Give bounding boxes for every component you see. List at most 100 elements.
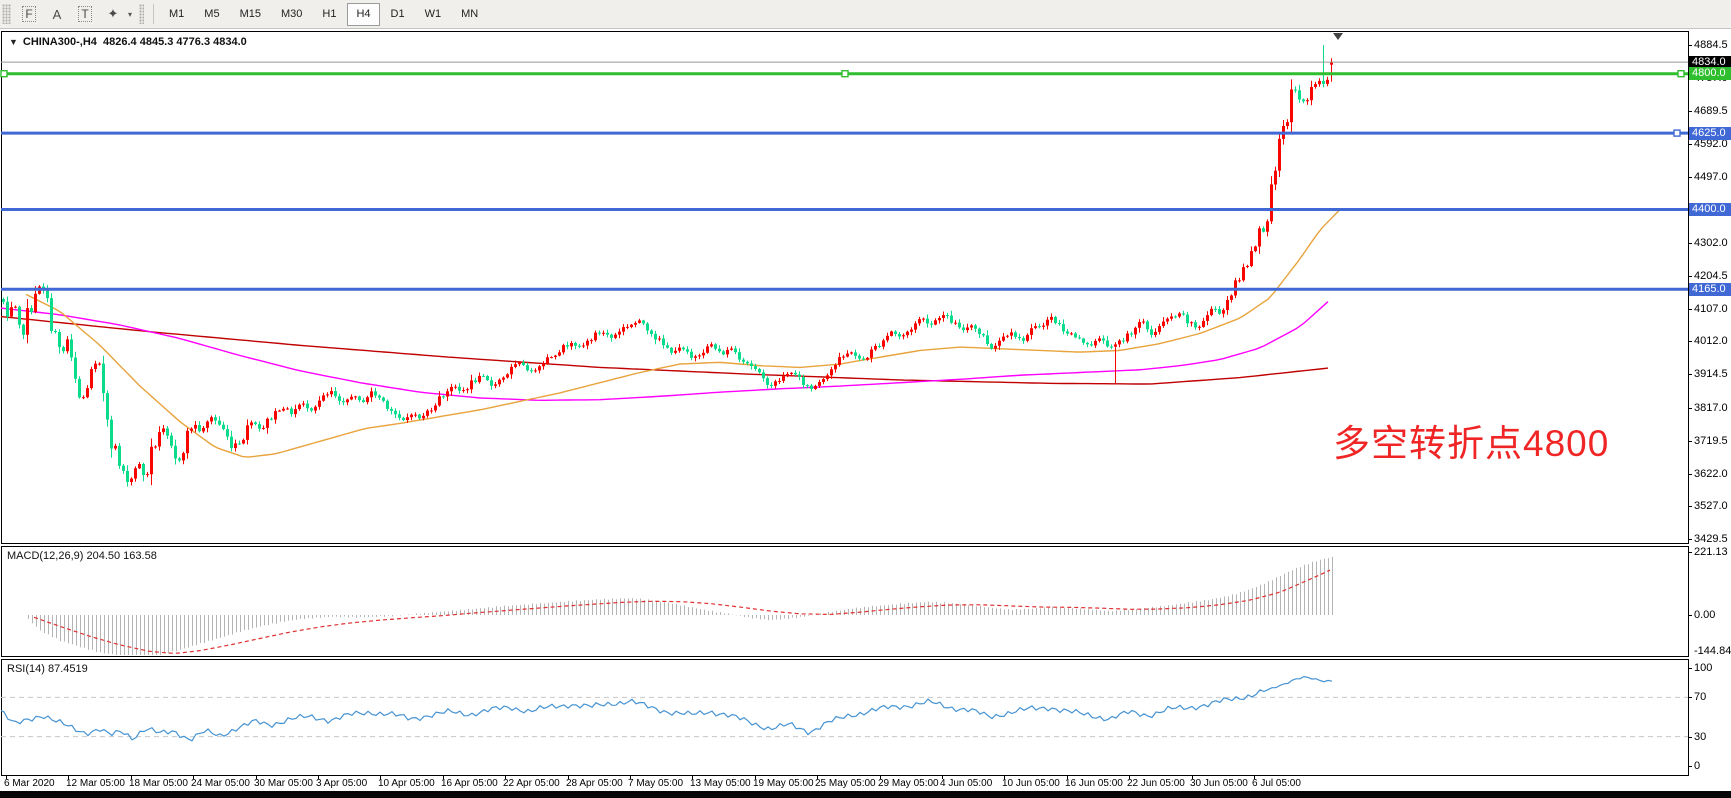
rsi-tick-label: 0 bbox=[1694, 760, 1701, 772]
price-tick-label: 3817.0 bbox=[1694, 401, 1728, 414]
arrows-tool-icon[interactable]: ✦ bbox=[107, 6, 119, 21]
date-tick bbox=[68, 775, 69, 779]
price-tick-label: 4107.0 bbox=[1694, 303, 1728, 315]
rsi-tick bbox=[1688, 766, 1692, 767]
date-tick bbox=[318, 775, 319, 779]
toolbar-grip-2[interactable] bbox=[139, 4, 145, 24]
ohlc-values: 4826.4 4845.3 4776.3 4834.0 bbox=[103, 36, 247, 48]
price-tick bbox=[1688, 45, 1692, 46]
date-tick bbox=[1129, 775, 1130, 779]
date-label: 16 Jun 05:00 bbox=[1065, 778, 1123, 789]
rsi-tick-label: 70 bbox=[1694, 691, 1707, 704]
current-price-badge[interactable]: 4834.0 bbox=[1689, 55, 1731, 69]
date-label: 6 Mar 2020 bbox=[4, 778, 55, 789]
date-label: 13 May 05:00 bbox=[690, 778, 751, 789]
timeframe-button-d1[interactable]: D1 bbox=[390, 8, 405, 20]
date-label: 3 Apr 05:00 bbox=[316, 778, 368, 789]
macd-tick bbox=[1688, 615, 1692, 616]
macd-min-label: -144.84 bbox=[1694, 645, 1731, 657]
timeframe-button-m5[interactable]: M5 bbox=[204, 8, 220, 20]
timeframe-button-m1[interactable]: M1 bbox=[169, 8, 185, 20]
date-tick bbox=[942, 775, 943, 779]
price-tick-label: 4302.0 bbox=[1694, 236, 1728, 249]
price-tick-label: 4689.5 bbox=[1694, 105, 1728, 118]
timeframe-button-h1[interactable]: H1 bbox=[322, 8, 337, 20]
price-tick bbox=[1688, 473, 1692, 475]
date-label: 10 Jun 05:00 bbox=[1002, 778, 1060, 789]
timeframe-button-mn[interactable]: MN bbox=[461, 8, 479, 20]
date-label: 4 Jun 05:00 bbox=[940, 778, 993, 789]
toolbar-grip[interactable] bbox=[2, 4, 11, 24]
price-tick-label: 3719.5 bbox=[1694, 434, 1728, 447]
macd-panel[interactable]: MACD(12,26,9) 204.50 163.58 bbox=[1, 546, 1689, 657]
date-label: 6 Jul 05:00 bbox=[1252, 778, 1301, 789]
price-tick bbox=[1688, 407, 1692, 409]
text-label-icon[interactable]: A bbox=[52, 6, 62, 22]
rsi-tick-label: 30 bbox=[1694, 730, 1707, 743]
price-tick bbox=[1688, 144, 1692, 146]
price-tick-label: 4012.0 bbox=[1694, 335, 1728, 348]
date-tick bbox=[755, 775, 756, 779]
date-label: 28 Apr 05:00 bbox=[566, 778, 623, 789]
date-tick bbox=[630, 775, 631, 779]
level-badge-4165.0[interactable]: 4165.0 bbox=[1689, 282, 1731, 296]
timeframe-button-h4[interactable]: H4 bbox=[347, 2, 380, 26]
timeframe-buttons-group: M1 M5 M15 M30 H1 H4 D1 W1 MN bbox=[159, 2, 488, 26]
f-grid-icon[interactable]: F bbox=[17, 2, 41, 26]
date-label: 22 Apr 05:00 bbox=[503, 778, 560, 789]
timeframe-button-m15[interactable]: M15 bbox=[239, 8, 261, 20]
chart-text-annotation[interactable]: 多空转折点4800 bbox=[1333, 423, 1610, 464]
timeframe-button-w1[interactable]: W1 bbox=[424, 8, 442, 20]
date-tick bbox=[1192, 775, 1193, 779]
date-tick bbox=[692, 775, 693, 779]
level-badge-4400.0[interactable]: 4400.0 bbox=[1689, 203, 1731, 216]
price-tick-label: 3914.5 bbox=[1694, 368, 1728, 381]
price-tick-label: 4497.0 bbox=[1694, 170, 1728, 183]
date-label: 22 Jun 05:00 bbox=[1127, 778, 1185, 789]
date-label: 30 Mar 05:00 bbox=[254, 778, 313, 789]
price-tick bbox=[1688, 176, 1692, 178]
price-tick-label: 4592.0 bbox=[1694, 138, 1728, 151]
text-box-icon[interactable]: T bbox=[73, 2, 97, 26]
date-tick bbox=[880, 775, 881, 779]
date-tick bbox=[1004, 775, 1005, 779]
price-tick-label: 3527.0 bbox=[1694, 500, 1728, 512]
macd-tick-label: 0.00 bbox=[1694, 609, 1716, 621]
level-badge-4800.0[interactable]: 4800.0 bbox=[1689, 67, 1731, 81]
main-chart-panel[interactable]: ▼ CHINA300-,H4 4826.4 4845.3 4776.3 4834.… bbox=[1, 31, 1689, 544]
level-badge-4625.0[interactable]: 4625.0 bbox=[1689, 126, 1731, 140]
date-label: 16 Apr 05:00 bbox=[441, 778, 498, 789]
price-tick bbox=[1688, 242, 1692, 244]
rsi-tick bbox=[1688, 736, 1692, 738]
symbol-name: CHINA300-,H4 bbox=[22, 36, 97, 48]
rsi-tick bbox=[1688, 697, 1692, 699]
date-tick bbox=[131, 775, 132, 779]
price-tick bbox=[1688, 275, 1692, 277]
date-tick bbox=[193, 775, 194, 779]
date-label: 30 Jun 05:00 bbox=[1190, 778, 1248, 789]
price-tick bbox=[1688, 440, 1692, 442]
symbol-dropdown-icon[interactable]: ▼ bbox=[9, 37, 18, 47]
price-tick bbox=[1688, 111, 1692, 113]
date-tick bbox=[817, 775, 818, 779]
date-tick bbox=[380, 775, 381, 779]
date-tick bbox=[568, 775, 569, 779]
price-tick-label: 3622.0 bbox=[1694, 467, 1728, 480]
toolbar-separator bbox=[153, 4, 155, 24]
date-tick bbox=[505, 775, 506, 779]
taskbar-edge bbox=[0, 791, 1731, 798]
date-tick bbox=[443, 775, 444, 779]
price-tick bbox=[1688, 506, 1692, 507]
price-tick bbox=[1688, 539, 1692, 541]
chevron-down-icon[interactable]: ▾ bbox=[128, 9, 133, 19]
rsi-panel[interactable]: RSI(14) 87.4519 bbox=[1, 659, 1689, 776]
date-label: 24 Mar 05:00 bbox=[191, 778, 250, 789]
date-label: 12 Mar 05:00 bbox=[66, 778, 125, 789]
price-tick bbox=[1688, 374, 1692, 376]
timeframe-button-m30[interactable]: M30 bbox=[280, 8, 303, 20]
date-tick bbox=[1067, 775, 1068, 779]
macd-tick-label: 221.13 bbox=[1694, 546, 1728, 558]
price-tick-label: 3429.5 bbox=[1694, 533, 1728, 546]
date-label: 19 May 05:00 bbox=[753, 778, 814, 789]
